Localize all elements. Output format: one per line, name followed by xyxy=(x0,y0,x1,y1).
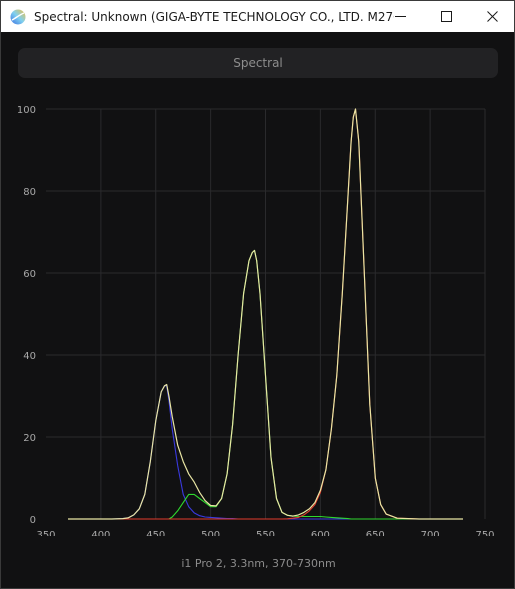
minimize-icon xyxy=(394,16,406,17)
x-tick-label: 350 xyxy=(36,530,55,536)
window-title: Spectral: Unknown (GIGA-BYTE TECHNOLOGY … xyxy=(34,9,394,24)
spectral-curves xyxy=(68,108,463,520)
tab-spectral-label: Spectral xyxy=(233,56,283,70)
tab-spectral[interactable]: Spectral xyxy=(18,48,498,78)
x-axis-ticks: 350 400 450 500 550 600 650 700 750 xyxy=(36,530,494,536)
y-tick-label: 0 xyxy=(30,515,36,526)
y-tick-label: 80 xyxy=(23,187,36,198)
x-tick-label: 500 xyxy=(201,530,220,536)
chart-grid xyxy=(46,108,486,519)
y-axis-ticks: 0 20 40 60 80 100 xyxy=(17,105,36,526)
spectral-chart: 350 400 450 500 550 600 650 700 750 0 20 40 60 80 100 xyxy=(17,105,495,536)
instrument-info: i1 Pro 2, 3.3nm, 370-730nm xyxy=(181,557,336,570)
maximize-button[interactable] xyxy=(423,1,469,32)
y-tick-label: 60 xyxy=(23,269,36,280)
x-tick-label: 650 xyxy=(366,530,385,536)
y-tick-label: 100 xyxy=(17,105,36,116)
y-tick-label: 40 xyxy=(23,351,36,362)
x-tick-label: 700 xyxy=(421,530,440,536)
x-tick-label: 450 xyxy=(146,530,165,536)
spectral-app-icon xyxy=(10,9,26,24)
x-tick-label: 400 xyxy=(91,530,110,536)
minimize-button[interactable] xyxy=(377,1,423,32)
maximize-icon xyxy=(440,11,452,22)
close-button[interactable] xyxy=(469,1,515,32)
close-icon xyxy=(486,11,498,22)
title-bar[interactable]: Spectral: Unknown (GIGA-BYTE TECHNOLOGY … xyxy=(1,1,514,32)
series-line-total xyxy=(68,108,463,520)
x-tick-label: 750 xyxy=(475,530,494,536)
y-tick-label: 20 xyxy=(23,433,36,444)
x-tick-label: 600 xyxy=(311,530,330,536)
x-tick-label: 550 xyxy=(256,530,275,536)
